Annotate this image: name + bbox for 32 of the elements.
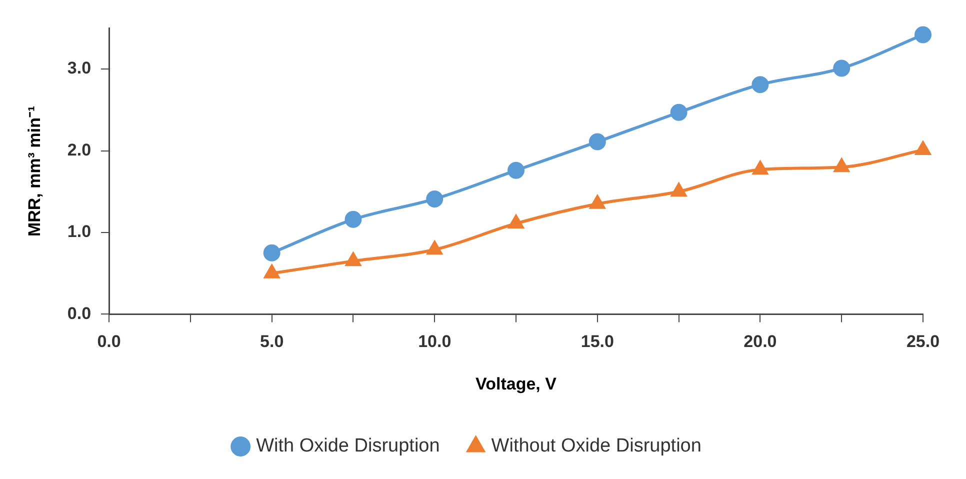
- legend-label: With Oxide Disruption: [256, 436, 440, 457]
- point: [752, 161, 768, 175]
- point: [588, 133, 606, 150]
- point: [752, 76, 769, 94]
- point: [263, 244, 280, 262]
- point: [834, 158, 850, 172]
- point: [671, 183, 686, 197]
- point: [670, 104, 688, 121]
- y-tick-label: 3.0: [67, 58, 92, 78]
- point: [346, 252, 361, 266]
- point: [344, 210, 362, 228]
- point: [508, 162, 525, 179]
- point: [915, 141, 931, 155]
- x-tick-label: 25.0: [906, 332, 940, 352]
- y-axis-title: MRR, mm³ min⁻¹: [24, 106, 44, 237]
- point: [508, 214, 524, 228]
- legend-label: Without Oxide Disruption: [491, 436, 702, 457]
- point: [590, 195, 605, 209]
- x-tick-label: 20.0: [744, 332, 777, 352]
- point: [264, 264, 280, 278]
- y-tick-label: 2.0: [67, 140, 92, 160]
- x-tick-label: 0.0: [97, 332, 121, 352]
- point: [914, 26, 932, 44]
- x-tick-label: 5.0: [260, 332, 284, 352]
- x-axis-title: Voltage, V: [476, 374, 558, 394]
- y-tick-label: 0.0: [67, 304, 92, 323]
- point: [426, 190, 444, 208]
- x-tick-label: 15.0: [580, 332, 614, 352]
- point: [427, 241, 442, 255]
- x-tick-label: 10.0: [418, 332, 452, 352]
- point: [833, 60, 850, 77]
- y-tick-label: 1.0: [67, 222, 92, 242]
